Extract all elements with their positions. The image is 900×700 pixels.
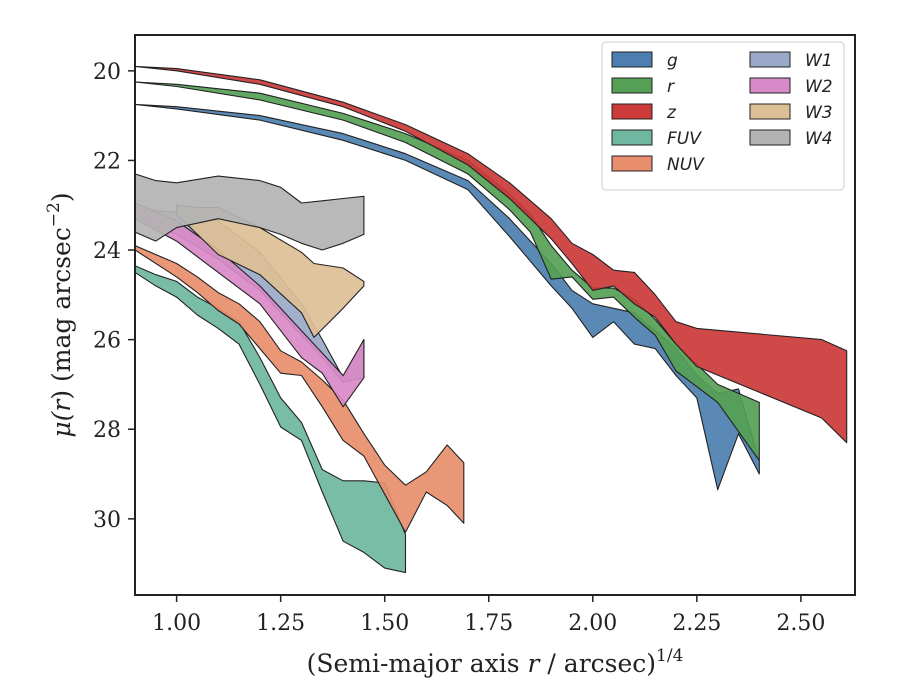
legend-label: W4 <box>805 129 833 149</box>
legend-item-z: z <box>611 103 677 123</box>
legend-label: NUV <box>667 155 705 175</box>
band-nuv <box>135 245 465 533</box>
legend-label: W3 <box>805 103 833 123</box>
legend-item-w4: W4 <box>749 129 833 149</box>
legend-item-g: g <box>611 51 678 71</box>
y-tick-label: 22 <box>93 149 121 174</box>
legend-swatch <box>611 129 653 146</box>
legend-item-nuv: NUV <box>611 155 705 175</box>
legend-swatch <box>749 103 791 120</box>
y-axis-label: μ(r) (mag arcsec−2) <box>44 192 76 437</box>
x-tick-label: 2.00 <box>568 611 617 636</box>
legend-label: W2 <box>805 77 833 97</box>
legend-swatch <box>611 155 653 172</box>
legend-item-r: r <box>611 77 675 97</box>
legend-swatch <box>611 103 653 120</box>
legend-label: g <box>667 51 678 71</box>
band-w2 <box>135 202 365 408</box>
legend-swatch <box>749 77 791 94</box>
legend: grz FUV NUV W1 W2 W3 W4 <box>601 41 845 191</box>
x-axis-ticks: 1.00 1.25 1.50 1.75 2.00 2.25 2.50 <box>152 595 825 636</box>
legend-swatch <box>611 51 653 68</box>
legend-label: FUV <box>667 129 702 149</box>
legend-label: z <box>666 103 677 123</box>
legend-swatch <box>749 51 791 68</box>
legend-item-w1: W1 <box>749 51 833 71</box>
legend-item-w3: W3 <box>749 103 833 123</box>
legend-label: W1 <box>805 51 833 71</box>
x-tick-label: 2.25 <box>672 611 721 636</box>
x-tick-label: 1.25 <box>256 611 305 636</box>
x-tick-label: 2.50 <box>776 611 825 636</box>
band-g <box>135 103 760 491</box>
plot-frame <box>134 34 856 596</box>
y-tick-label: 24 <box>93 239 121 264</box>
legend-label: r <box>667 77 675 97</box>
x-axis-label: (Semi-major axis r / arcsec)1/4 <box>307 646 684 678</box>
y-tick-label: 28 <box>93 418 121 443</box>
band-w4 <box>135 173 365 251</box>
x-tick-label: 1.00 <box>152 611 201 636</box>
legend-item-w2: W2 <box>749 77 833 97</box>
legend-swatch <box>611 77 653 94</box>
band-z <box>135 65 848 444</box>
x-tick-label: 1.75 <box>464 611 513 636</box>
y-axis-ticks: 20 22 24 26 28 30 <box>93 60 135 533</box>
y-tick-label: 26 <box>93 329 121 354</box>
x-tick-label: 1.50 <box>360 611 409 636</box>
y-tick-label: 30 <box>93 508 121 533</box>
y-tick-label: 20 <box>93 60 121 85</box>
legend-item-fuv: FUV <box>611 129 702 149</box>
legend-swatch <box>749 129 791 146</box>
bands-layer <box>135 65 848 574</box>
